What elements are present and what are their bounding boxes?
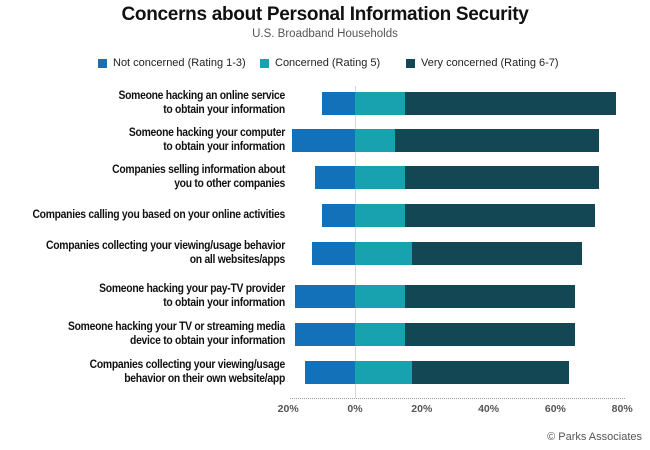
category-label: Someone hacking your TV or streaming med… bbox=[15, 320, 285, 348]
bar-segment-not-concerned bbox=[314, 166, 355, 189]
bar-row bbox=[0, 242, 650, 265]
category-label-line2: to obtain your information bbox=[163, 104, 285, 116]
category-label-line1: Someone hacking your TV or streaming med… bbox=[68, 321, 285, 333]
category-label: Someone hacking an online service to obta… bbox=[15, 89, 285, 117]
bar-segment-not-concerned bbox=[321, 92, 355, 115]
category-label-line2: to obtain your information bbox=[163, 141, 285, 153]
legend-swatch-concerned bbox=[260, 58, 269, 68]
bar-segment-very-concerned bbox=[395, 129, 599, 152]
bar-segment-concerned bbox=[355, 323, 406, 346]
legend-item-very-concerned: Very concerned (Rating 6-7) bbox=[406, 57, 559, 69]
bar-segment-very-concerned bbox=[405, 92, 616, 115]
source-credit: © Parks Associates bbox=[547, 431, 642, 443]
x-axis-line bbox=[290, 398, 625, 399]
bar-segment-very-concerned bbox=[411, 361, 569, 384]
bar-row bbox=[0, 285, 650, 308]
bar-row bbox=[0, 129, 650, 152]
category-label-line1: Companies selling information about bbox=[112, 164, 285, 176]
category-label-line1: Someone hacking an online service bbox=[118, 90, 286, 102]
legend-label: Not concerned (Rating 1-3) bbox=[113, 57, 246, 69]
category-label-line2: on all websites/apps bbox=[189, 254, 286, 266]
bar-segment-concerned bbox=[355, 166, 406, 189]
category-label-line2: device to obtain your information bbox=[130, 335, 285, 347]
bar-segment-concerned bbox=[355, 129, 396, 152]
bar-segment-concerned bbox=[355, 92, 406, 115]
category-label: Companies selling information about you t… bbox=[15, 163, 285, 191]
bar-segment-very-concerned bbox=[405, 285, 576, 308]
bar-segment-concerned bbox=[355, 361, 412, 384]
bar-segment-not-concerned bbox=[321, 204, 355, 227]
category-label: Someone hacking your computer to obtain y… bbox=[15, 126, 285, 154]
x-tick-label: 20% bbox=[411, 403, 433, 415]
bar-row bbox=[0, 166, 650, 189]
legend-label: Very concerned (Rating 6-7) bbox=[421, 57, 559, 69]
bar-segment-concerned bbox=[355, 285, 406, 308]
x-tick-label: 20% bbox=[277, 403, 299, 415]
bar-segment-not-concerned bbox=[291, 129, 355, 152]
bar-segment-very-concerned bbox=[405, 323, 576, 346]
category-label-line1: Companies collecting your viewing/usage bbox=[89, 359, 286, 371]
x-tick-label: 80% bbox=[611, 403, 633, 415]
bar-segment-very-concerned bbox=[405, 204, 596, 227]
bar-segment-not-concerned bbox=[304, 361, 355, 384]
x-tick-label: 60% bbox=[544, 403, 566, 415]
chart-subtitle: U.S. Broadband Households bbox=[252, 28, 398, 40]
category-label-line1: Companies collecting your viewing/usage … bbox=[46, 240, 285, 252]
legend-item-not-concerned: Not concerned (Rating 1-3) bbox=[98, 57, 246, 69]
bar-segment-very-concerned bbox=[405, 166, 599, 189]
category-label-line1: Someone hacking your pay-TV provider bbox=[99, 283, 285, 295]
bar-row bbox=[0, 323, 650, 346]
category-label-line1: Companies calling you based on your onli… bbox=[32, 209, 285, 221]
category-label-line2: behavior on their own website/app bbox=[124, 373, 285, 385]
x-tick-label: 0% bbox=[347, 403, 363, 415]
bar-row bbox=[0, 204, 650, 227]
bar-segment-very-concerned bbox=[411, 242, 583, 265]
bar-segment-not-concerned bbox=[294, 285, 355, 308]
legend-swatch-very-concerned bbox=[406, 58, 415, 68]
chart-title: Concerns about Personal Information Secu… bbox=[121, 4, 529, 25]
bar-segment-not-concerned bbox=[311, 242, 355, 265]
legend-item-concerned: Concerned (Rating 5) bbox=[260, 57, 380, 69]
category-label-line2: to obtain your information bbox=[163, 297, 285, 309]
category-label: Someone hacking your pay-TV provider to o… bbox=[15, 282, 285, 310]
category-label-line2: you to other companies bbox=[174, 178, 285, 190]
bar-segment-concerned bbox=[355, 204, 406, 227]
category-label: Companies collecting your viewing/usage b… bbox=[15, 358, 286, 386]
category-label: Companies calling you based on your onli… bbox=[15, 208, 285, 222]
legend-swatch-not-concerned bbox=[98, 58, 107, 68]
category-label: Companies collecting your viewing/usage … bbox=[15, 239, 285, 267]
category-label-line1: Someone hacking your computer bbox=[128, 127, 285, 139]
bar-row bbox=[0, 92, 650, 115]
legend-label: Concerned (Rating 5) bbox=[275, 57, 381, 69]
x-tick-label: 40% bbox=[478, 403, 500, 415]
bar-row bbox=[0, 361, 650, 384]
bar-segment-not-concerned bbox=[294, 323, 355, 346]
bar-segment-concerned bbox=[355, 242, 412, 265]
